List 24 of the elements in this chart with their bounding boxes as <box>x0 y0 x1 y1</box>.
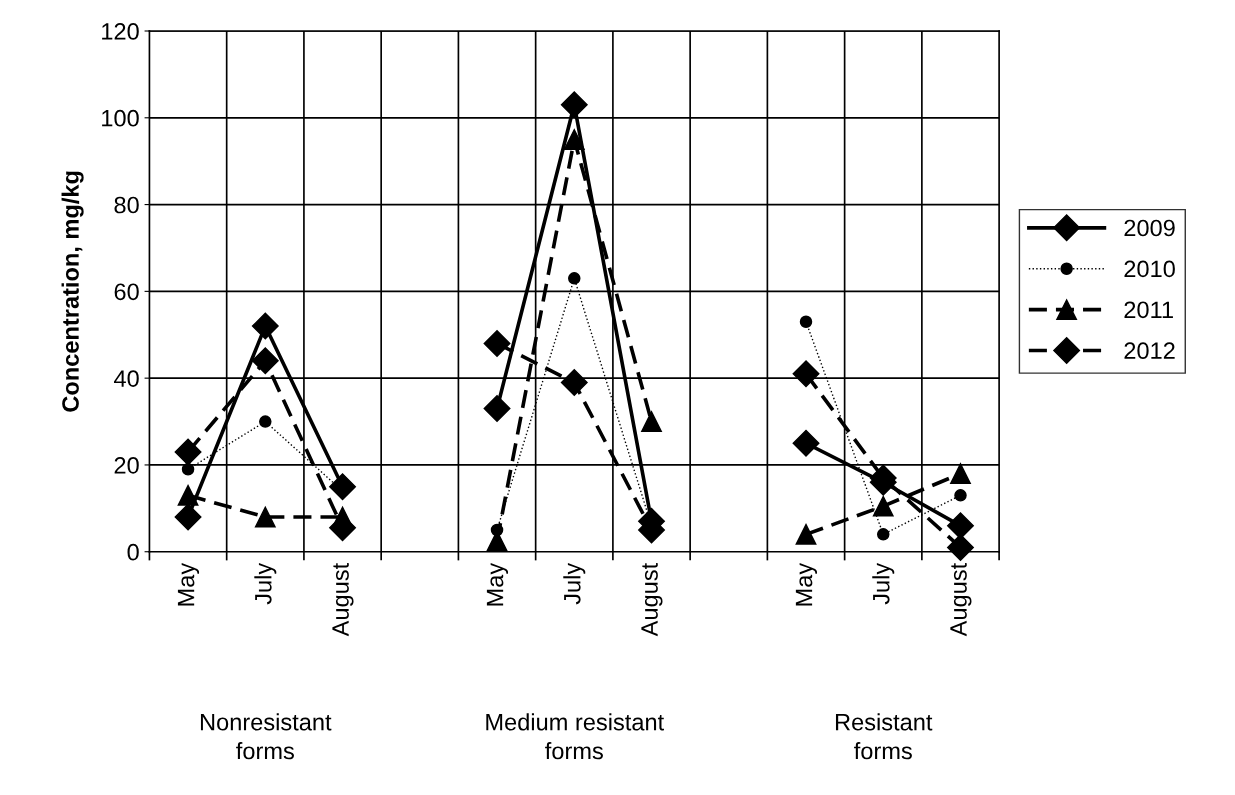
legend-label: 2009 <box>1124 219 1175 237</box>
x-tick-label: July <box>254 562 277 605</box>
y-tick-label: 20 <box>114 457 139 474</box>
x-tick-label: May <box>795 562 818 606</box>
y-axis-title: Concentration, mg/kg <box>61 171 84 412</box>
y-tick-label: 60 <box>114 283 139 301</box>
legend-label: 2010 <box>1124 260 1175 278</box>
text: Nonresistant forms <box>200 713 332 760</box>
legend-label: 2011 <box>1124 301 1173 319</box>
x-tick-label: May <box>486 562 509 606</box>
y-tick-label: 40 <box>114 370 139 387</box>
x-tick-label: July <box>563 562 586 605</box>
x-tick-label: August <box>641 563 663 637</box>
y-tick-label: 120 <box>102 23 139 40</box>
x-tick-label: August <box>950 563 972 637</box>
x-tick-label: May <box>177 562 200 606</box>
text: Medium resistant forms <box>486 713 664 760</box>
text: Resistant forms <box>835 713 933 760</box>
legend-label: 2012 <box>1124 342 1175 360</box>
y-tick-label: 100 <box>102 109 139 127</box>
x-tick-label: August <box>332 563 354 637</box>
x-tick-label: July <box>872 562 895 605</box>
y-tick-label: 80 <box>114 196 139 214</box>
y-tick-label: 0 <box>127 543 139 561</box>
